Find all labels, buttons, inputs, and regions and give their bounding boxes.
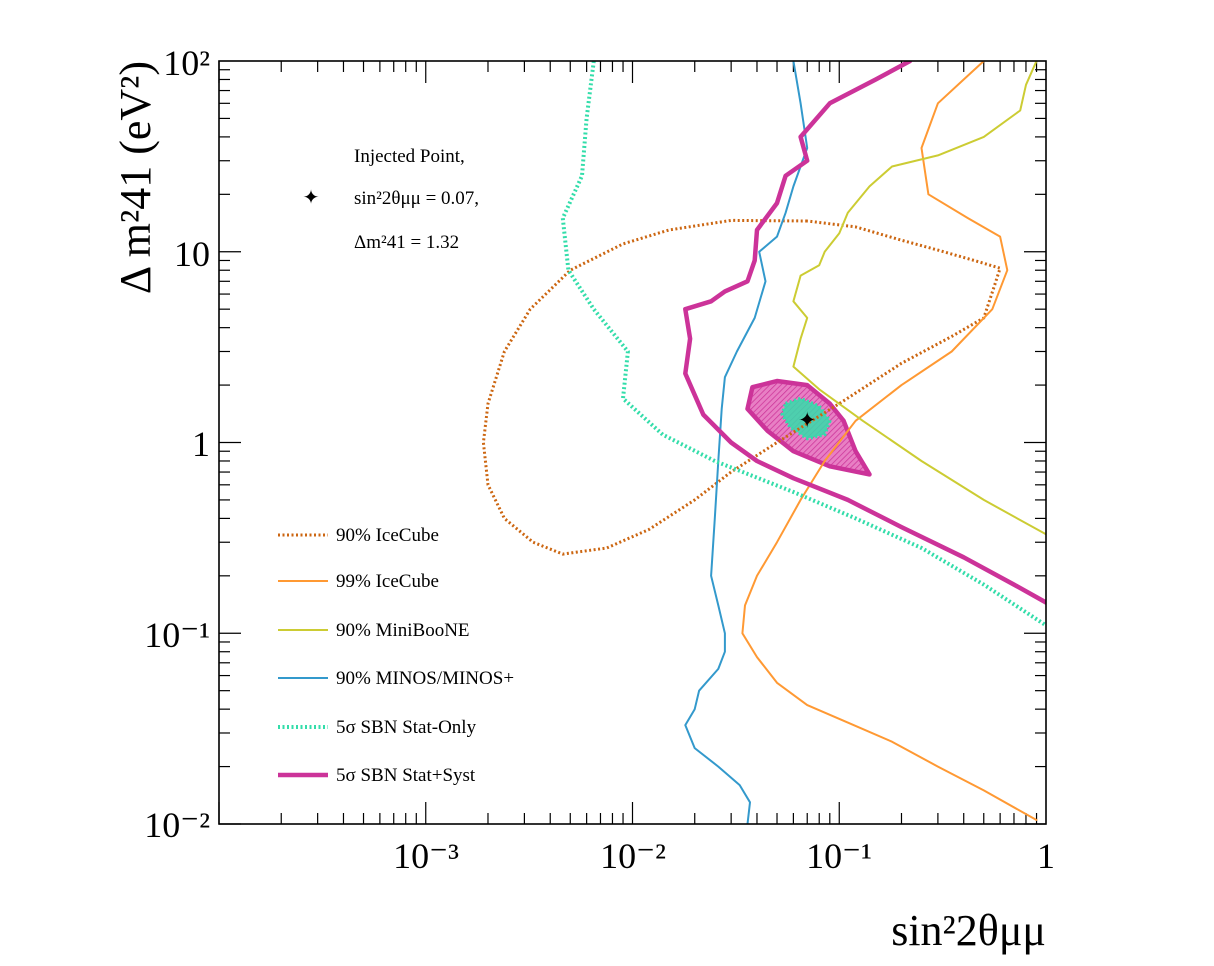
allowed-regions xyxy=(745,378,872,477)
y-axis-title: Δ m²41 (eV²) xyxy=(111,61,160,294)
legend-label-minos: 90% MINOS/MINOS+ xyxy=(336,668,514,689)
series-90-miniboone xyxy=(792,61,1046,536)
contour-curves xyxy=(481,61,1046,824)
series-99-icecube xyxy=(741,61,1038,821)
legend-label-icecube-99: 99% IceCube xyxy=(336,571,439,592)
injected-point-label-line3: Δm²41 = 1.32 xyxy=(354,232,459,253)
legend-label-sbn-stat-syst: 5σ SBN Stat+Syst xyxy=(336,765,476,786)
series-90-icecube xyxy=(481,218,1002,556)
region-5-sbn-stat-only-allowed xyxy=(780,396,832,441)
x-tick-labels: 10⁻³ 10⁻² 10⁻¹ 1 xyxy=(393,836,1055,876)
legend: 90% IceCube 99% IceCube 90% MiniBooNE 90… xyxy=(278,525,514,786)
injected-point-annotation: Injected Point, sin²2θμμ = 0.07, Δm²41 =… xyxy=(303,146,479,253)
series-5-sbn-stat-only xyxy=(560,61,1046,628)
legend-label-icecube-90: 90% IceCube xyxy=(336,525,439,546)
injected-point-marker: ✦ xyxy=(798,408,816,433)
axis-ticks xyxy=(218,61,1046,825)
x-tick-label-1e-3: 10⁻³ xyxy=(393,836,459,876)
x-tick-label-1e-2: 10⁻² xyxy=(600,836,666,876)
legend-label-miniboone: 90% MiniBooNE xyxy=(336,620,470,641)
y-tick-label-1e-2: 10⁻² xyxy=(144,805,210,845)
series-5-sbn-stat-syst xyxy=(683,61,1046,605)
series-90-minos-minos xyxy=(684,61,809,824)
y-tick-label-100: 10² xyxy=(163,43,210,83)
x-axis-title: sin²2θμμ xyxy=(891,906,1046,955)
plot-frame xyxy=(218,60,1047,825)
injected-point-label-line1: Injected Point, xyxy=(354,146,465,167)
y-tick-label-1: 1 xyxy=(192,424,210,464)
x-tick-label-1e-1: 10⁻¹ xyxy=(806,836,872,876)
y-tick-labels: 10⁻² 10⁻¹ 1 10 10² xyxy=(144,43,210,845)
injected-point-label-line2: sin²2θμμ = 0.07, xyxy=(354,188,479,209)
y-tick-label-10: 10 xyxy=(174,234,210,274)
x-tick-label-1: 1 xyxy=(1037,836,1055,876)
y-tick-label-1e-1: 10⁻¹ xyxy=(144,615,210,655)
injected-point-marker-legend: ✦ xyxy=(303,187,320,209)
legend-label-sbn-stat-only: 5σ SBN Stat-Only xyxy=(336,717,477,738)
